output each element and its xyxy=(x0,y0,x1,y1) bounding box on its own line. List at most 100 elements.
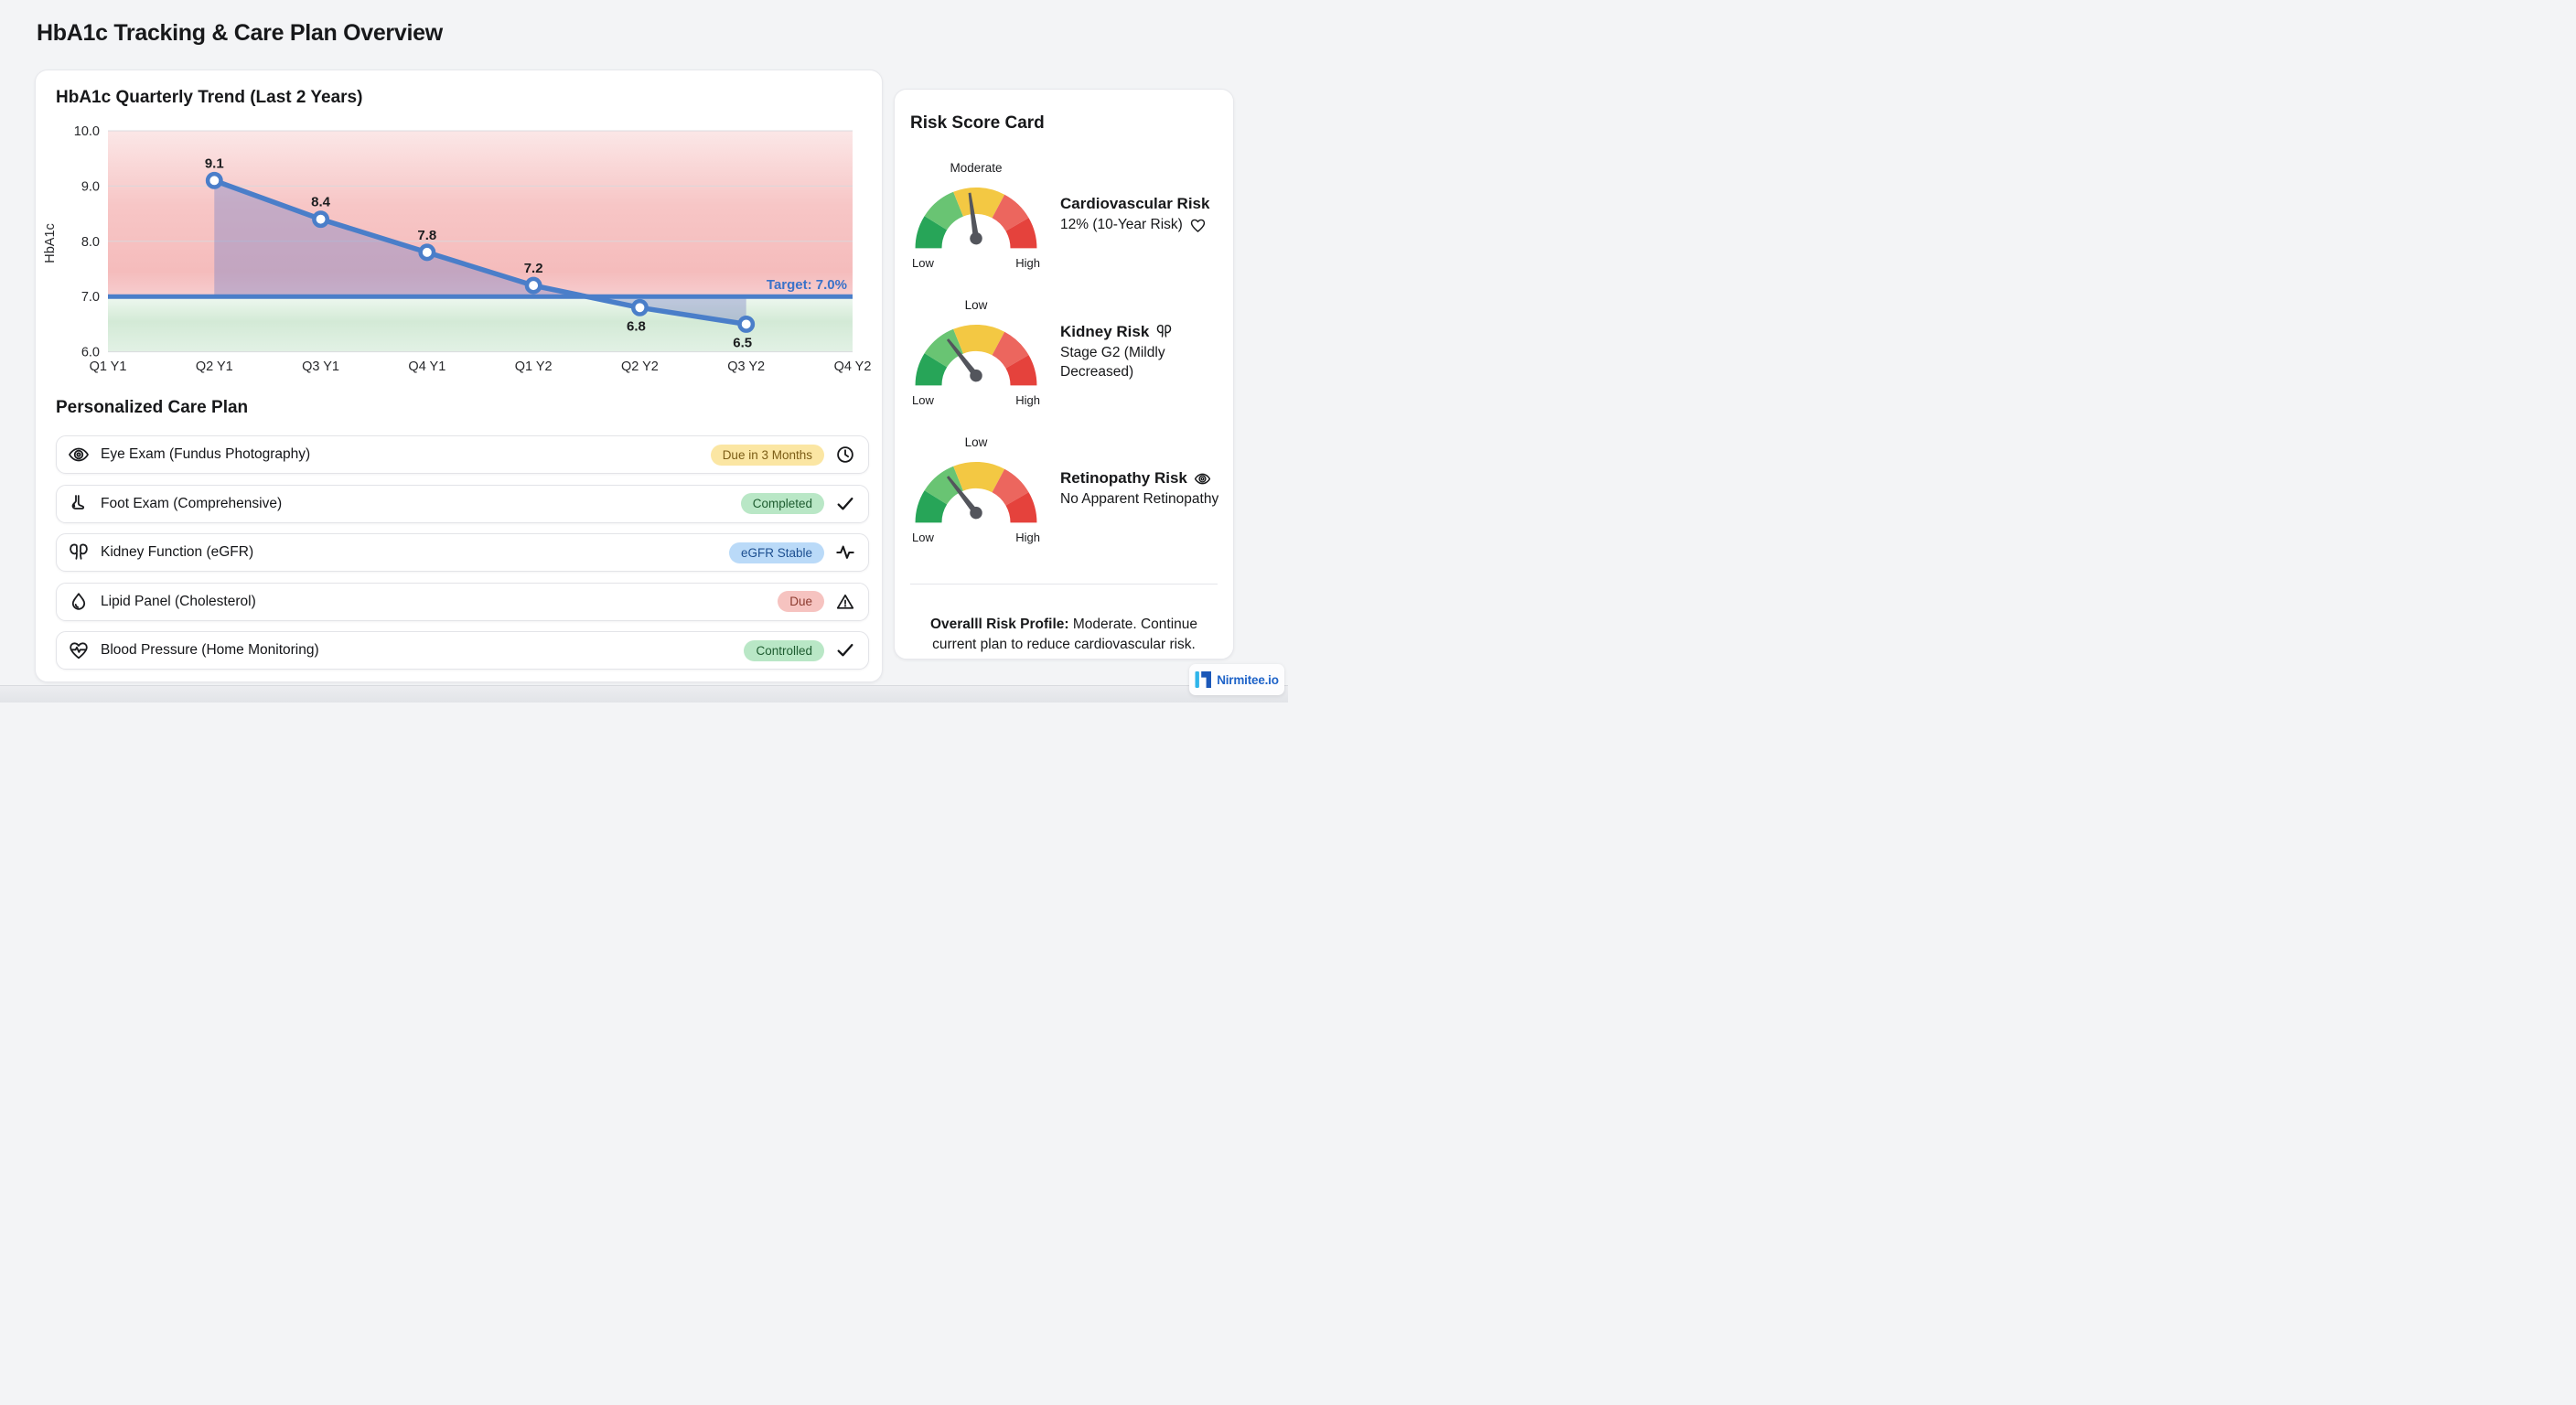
care-plan-title: Personalized Care Plan xyxy=(56,398,249,417)
risk-text: Kidney Risk Stage G2 (Mildly Decreased) xyxy=(1060,323,1226,382)
gauge-scale: Low High xyxy=(912,531,1040,544)
risk-detail: No Apparent Retinopathy xyxy=(1060,491,1219,508)
svg-text:Q4 Y2: Q4 Y2 xyxy=(834,359,872,374)
check-icon xyxy=(835,494,855,514)
svg-text:Q1 Y2: Q1 Y2 xyxy=(515,359,553,374)
svg-text:HbA1c: HbA1c xyxy=(43,223,58,263)
eye-icon xyxy=(1194,470,1211,488)
check-icon xyxy=(835,640,855,660)
care-item-label: Foot Exam (Comprehensive) xyxy=(101,495,283,511)
risk-detail-row: Stage G2 (Mildly Decreased) xyxy=(1060,344,1226,382)
svg-text:Q3 Y1: Q3 Y1 xyxy=(302,359,339,374)
gauge-needle xyxy=(968,192,982,244)
gauge-needle xyxy=(946,338,982,381)
chart-title: HbA1c Quarterly Trend (Last 2 Years) xyxy=(56,88,363,107)
risk-gauge: Low Low High xyxy=(904,435,1048,544)
brand-logo-chip[interactable]: Nirmitee.io xyxy=(1189,664,1284,695)
status-badge: Completed xyxy=(740,493,824,514)
svg-text:6.8: 6.8 xyxy=(627,318,646,334)
trend-and-care-plan-card: HbA1c Quarterly Trend (Last 2 Years) 10.… xyxy=(35,70,883,682)
svg-text:10.0: 10.0 xyxy=(74,124,100,139)
eye-icon xyxy=(68,444,90,466)
status-badge: Due xyxy=(778,591,824,612)
clock-icon xyxy=(835,445,855,465)
page-title: HbA1c Tracking & Care Plan Overview xyxy=(37,20,443,46)
svg-text:Q1 Y1: Q1 Y1 xyxy=(90,359,127,374)
risk-detail-row: 12% (10-Year Risk) xyxy=(1060,216,1226,235)
risk-text: Cardiovascular Risk 12% (10-Year Risk) xyxy=(1060,195,1226,235)
care-item-label: Lipid Panel (Cholesterol) xyxy=(101,593,256,609)
svg-text:6.0: 6.0 xyxy=(81,346,100,360)
care-item-label: Eye Exam (Fundus Photography) xyxy=(101,446,311,462)
care-plan-row[interactable]: Eye Exam (Fundus Photography) Due in 3 M… xyxy=(56,435,869,474)
svg-text:Q2 Y2: Q2 Y2 xyxy=(621,359,659,374)
svg-text:Q3 Y2: Q3 Y2 xyxy=(727,359,765,374)
gauge-needle xyxy=(946,475,982,519)
care-item-label: Blood Pressure (Home Monitoring) xyxy=(101,642,319,658)
heart-pulse-icon xyxy=(68,639,90,661)
gauge-dial xyxy=(915,461,1037,522)
svg-text:9.0: 9.0 xyxy=(81,179,100,194)
heart-icon xyxy=(1189,217,1207,234)
status-badge: Due in 3 Months xyxy=(710,444,824,466)
overall-risk-summary: Overalll Risk Profile: Moderate. Continu… xyxy=(907,615,1220,656)
overall-risk-summary-text: Moderate. Continue current plan to reduc… xyxy=(932,616,1198,652)
risk-text: Retinopathy Risk No Apparent Retinopathy xyxy=(1060,469,1226,509)
svg-text:9.1: 9.1 xyxy=(205,156,224,171)
risk-name-row: Cardiovascular Risk xyxy=(1060,195,1226,213)
foot-icon xyxy=(68,493,90,515)
gauge-reading-label: Low xyxy=(964,297,988,312)
care-plan-row[interactable]: Foot Exam (Comprehensive) Completed xyxy=(56,484,869,523)
risk-gauge: Moderate Low High xyxy=(904,161,1048,270)
warning-icon xyxy=(835,592,855,612)
gauge-high-label: High xyxy=(1015,530,1040,544)
gauge-low-label: Low xyxy=(912,392,934,407)
window-footer-band xyxy=(0,685,1288,702)
status-badge: Controlled xyxy=(744,639,824,661)
gauge-high-label: High xyxy=(1015,392,1040,407)
svg-text:Q4 Y1: Q4 Y1 xyxy=(408,359,445,374)
gauge-list: Moderate Low High Cardiovascular Risk 12… xyxy=(904,146,1226,558)
gauge-dial xyxy=(915,324,1037,385)
gauge-reading-label: Moderate xyxy=(950,160,1003,175)
gauge-reading-label: Low xyxy=(964,434,988,449)
care-plan-row[interactable]: Blood Pressure (Home Monitoring) Control… xyxy=(56,631,869,670)
zone-below-target xyxy=(108,296,853,352)
hba1c-trend-chart: 10.0 9.0 8.0 7.0 6.0 HbA1c Q1 Y1 Q2 Y1 Q3 Y1 Q4 Y… xyxy=(43,124,872,374)
svg-text:7.2: 7.2 xyxy=(524,261,543,276)
risk-detail: Stage G2 (Mildly Decreased) xyxy=(1060,344,1165,380)
risk-gauge: Low Low High xyxy=(904,298,1048,407)
care-plan-row[interactable]: Lipid Panel (Cholesterol) Due xyxy=(56,582,869,621)
droplet-icon xyxy=(68,591,90,613)
risk-detail-row: No Apparent Retinopathy xyxy=(1060,490,1226,509)
brand-logo-icon xyxy=(1195,671,1212,688)
brand-name: Nirmitee.io xyxy=(1217,672,1279,687)
risk-detail: 12% (10-Year Risk) xyxy=(1060,217,1183,233)
risk-name: Retinopathy Risk xyxy=(1060,469,1187,488)
activity-icon xyxy=(835,542,855,563)
risk-name: Cardiovascular Risk xyxy=(1060,195,1210,213)
svg-text:8.0: 8.0 xyxy=(81,235,100,250)
gauge-dial xyxy=(915,187,1037,248)
svg-text:6.5: 6.5 xyxy=(733,335,752,350)
gauge-high-label: High xyxy=(1015,255,1040,270)
status-badge: eGFR Stable xyxy=(728,542,824,563)
gauge-low-label: Low xyxy=(912,530,934,544)
kidney-icon xyxy=(1155,323,1173,340)
overall-risk-summary-label: Overalll Risk Profile: xyxy=(929,616,1069,632)
care-item-label: Kidney Function (eGFR) xyxy=(101,544,254,560)
svg-text:7.0: 7.0 xyxy=(81,290,100,305)
svg-text:Q2 Y1: Q2 Y1 xyxy=(196,359,233,374)
care-plan-list: Eye Exam (Fundus Photography) Due in 3 M… xyxy=(56,435,869,670)
divider xyxy=(910,584,1218,585)
kidney-icon xyxy=(68,542,90,563)
risk-name-row: Retinopathy Risk xyxy=(1060,469,1226,488)
care-plan-row[interactable]: Kidney Function (eGFR) eGFR Stable xyxy=(56,533,869,572)
gauge-scale: Low High xyxy=(912,256,1040,270)
risk-gauge-row: Moderate Low High Cardiovascular Risk 12… xyxy=(904,146,1226,284)
svg-text:8.4: 8.4 xyxy=(311,195,331,210)
risk-gauge-row: Low Low High Retinopathy Risk No Apparen… xyxy=(904,421,1226,558)
risk-score-card: Risk Score Card Moderate Low High Cardio… xyxy=(894,89,1234,660)
gauge-low-label: Low xyxy=(912,255,934,270)
risk-gauge-row: Low Low High Kidney Risk Stage G2 (Mildl… xyxy=(904,284,1226,421)
